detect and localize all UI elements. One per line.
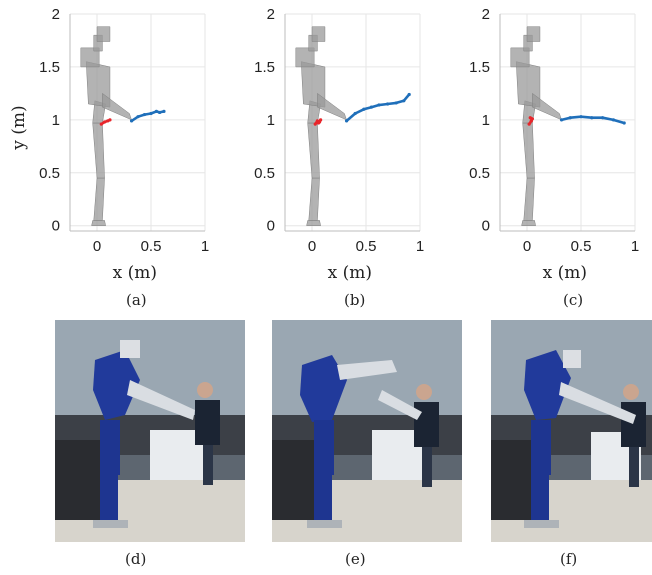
- y-tick-label: 0.5: [39, 165, 60, 182]
- caption-b: (b): [344, 291, 366, 309]
- trajectory-point: [162, 109, 166, 113]
- x-tick-label: 0: [308, 238, 316, 255]
- trajectory-point: [527, 122, 531, 126]
- trajectory-point: [601, 116, 605, 120]
- robot-silhouette-part: [522, 122, 535, 179]
- robot-silhouette-part: [92, 122, 105, 179]
- robot-silhouette-part: [523, 177, 535, 221]
- robot-silhouette-part: [532, 92, 562, 121]
- x-tick-label: 0: [523, 238, 531, 255]
- y-tick-label: 0.5: [254, 165, 275, 182]
- trajectory-point: [528, 116, 532, 120]
- robot-silhouette-part: [311, 26, 326, 42]
- y-tick-label: 1: [482, 112, 490, 129]
- trajectory-point: [353, 111, 357, 116]
- trajectory-point: [402, 99, 406, 103]
- x-tick-label: 1: [201, 238, 209, 255]
- trajectory-point: [568, 116, 572, 120]
- trajectory-point: [611, 118, 615, 122]
- robot-silhouette-part: [317, 92, 347, 121]
- caption-d: (d): [125, 550, 147, 568]
- trajectory-point: [590, 116, 594, 120]
- y-axis-label: y (m): [9, 105, 29, 150]
- x-tick-label: 1: [416, 238, 424, 255]
- trajectory-point: [102, 120, 107, 124]
- trajectory-point: [316, 121, 321, 125]
- trajectory-point: [344, 119, 349, 123]
- y-tick-label: 1: [267, 112, 275, 129]
- y-tick-label: 1.5: [39, 59, 60, 76]
- x-tick-label: 1: [631, 238, 639, 255]
- photo-robot-e: [272, 320, 462, 542]
- photo-robot-d: [55, 320, 245, 542]
- y-tick-label: 0: [52, 218, 60, 235]
- trajectory-point: [407, 92, 411, 97]
- trajectory-point: [369, 105, 373, 109]
- caption-f: (f): [560, 550, 578, 568]
- trajectory-point: [319, 118, 323, 122]
- robot-silhouette-part: [96, 26, 111, 42]
- trajectory-point: [108, 118, 112, 122]
- y-tick-label: 0.5: [469, 165, 490, 182]
- trajectory-point: [622, 121, 626, 125]
- plot-panel-c: 0 0.5 1 0 0.5 1 1.5 2 x (m): [469, 6, 639, 283]
- x-tick-label: 0: [93, 238, 101, 255]
- trajectory-point: [377, 103, 381, 107]
- y-tick-label: 2: [482, 6, 490, 23]
- trajectory-point: [158, 110, 162, 115]
- trajectory-point: [394, 101, 398, 105]
- plot-panel-b: 0 0.5 1 0 0.5 1 1.5 2 x (m): [254, 6, 424, 283]
- y-tick-label: 0: [267, 218, 275, 235]
- caption-c: (c): [563, 291, 584, 309]
- x-axis-label: x (m): [113, 263, 157, 283]
- y-tick-label: 1.5: [469, 59, 490, 76]
- trajectory-point: [386, 102, 390, 106]
- trajectory-point: [136, 115, 140, 119]
- y-tick-label: 2: [52, 6, 60, 23]
- trajectory-point: [579, 115, 583, 119]
- y-tick-label: 1: [52, 112, 60, 129]
- robot-silhouette-part: [93, 177, 105, 221]
- y-tick-label: 0: [482, 218, 490, 235]
- trajectory-point: [362, 107, 366, 111]
- x-tick-label: 0.5: [141, 238, 162, 255]
- y-tick-label: 1.5: [254, 59, 275, 76]
- x-tick-label: 0.5: [356, 238, 377, 255]
- trajectory-point: [313, 122, 317, 126]
- trajectory-point: [154, 109, 158, 113]
- y-tick-label: 2: [267, 6, 275, 23]
- x-axis-label: x (m): [328, 263, 372, 283]
- x-tick-label: 0.5: [571, 238, 592, 255]
- robot-silhouette-part: [526, 26, 541, 42]
- robot-silhouette-part: [307, 122, 320, 179]
- trajectory-point: [149, 111, 153, 116]
- robot-silhouette-part: [91, 220, 106, 226]
- trajectory-point: [559, 118, 564, 122]
- trajectory-point: [129, 119, 134, 123]
- x-axis-label: x (m): [543, 263, 587, 283]
- photo-robot-f: [491, 320, 652, 542]
- caption-a: (a): [126, 291, 147, 309]
- robot-silhouette-part: [521, 220, 536, 226]
- trajectory-blue-line: [345, 93, 411, 123]
- caption-e: (e): [345, 550, 366, 568]
- robot-silhouette-part: [102, 92, 132, 121]
- trajectory-point: [142, 112, 147, 117]
- plot-panel-a: 0 0.5 1 0 0.5 1 1.5 2 x (m) y (m): [9, 6, 209, 283]
- robot-silhouette-part: [306, 220, 321, 226]
- trajectory-point: [99, 122, 103, 126]
- robot-silhouette-part: [308, 177, 320, 221]
